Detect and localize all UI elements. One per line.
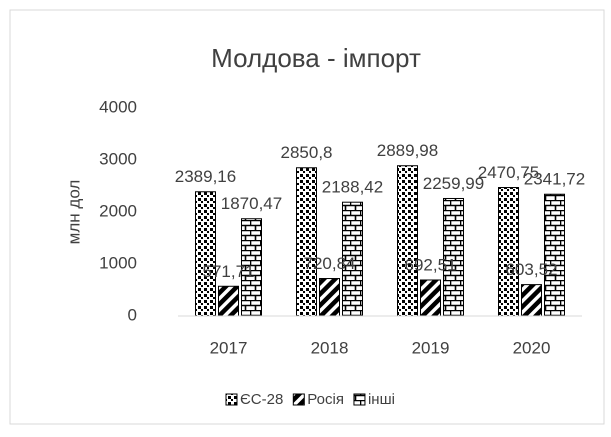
data-label: 2889,98 <box>377 141 438 160</box>
bar <box>195 191 216 317</box>
data-label: 2389,16 <box>175 167 236 186</box>
bar <box>521 284 542 317</box>
bar <box>498 187 519 317</box>
legend-swatch <box>353 393 366 406</box>
data-label: 2470,75 <box>478 163 539 182</box>
bar <box>296 167 317 317</box>
y-tick-label: 1000 <box>99 253 137 272</box>
data-label: 692,51 <box>405 255 457 274</box>
y-tick-label: 0 <box>128 305 137 324</box>
legend-swatch <box>292 393 305 406</box>
legend-swatch <box>225 393 238 406</box>
data-label: 2188,42 <box>322 178 383 197</box>
chart-title: Молдова - імпорт <box>211 43 421 73</box>
x-tick-label: 2019 <box>412 338 450 357</box>
x-tick-label: 2018 <box>311 338 349 357</box>
y-axis-label: млн дол <box>64 180 83 245</box>
data-label: 720,84 <box>304 254 356 273</box>
data-label: 571,71 <box>203 262 255 281</box>
data-label: 1870,47 <box>221 194 282 213</box>
bar <box>397 165 418 317</box>
legend-label: інші <box>368 391 395 408</box>
data-label: 603,52 <box>506 260 558 279</box>
y-tick-label: 3000 <box>99 149 137 168</box>
bar <box>544 193 565 317</box>
y-tick-label: 2000 <box>99 201 137 220</box>
bar <box>420 279 441 317</box>
legend-label: Росія <box>307 391 344 408</box>
bar <box>218 285 239 317</box>
data-label: 2850,8 <box>281 143 333 162</box>
y-tick-label: 4000 <box>99 97 137 116</box>
bar <box>319 278 340 317</box>
data-label: 2259,99 <box>423 174 484 193</box>
x-tick-label: 2020 <box>513 338 551 357</box>
legend-label: ЄС-28 <box>240 391 283 408</box>
x-tick-label: 2017 <box>210 338 248 357</box>
data-label: 2341,72 <box>524 170 585 189</box>
